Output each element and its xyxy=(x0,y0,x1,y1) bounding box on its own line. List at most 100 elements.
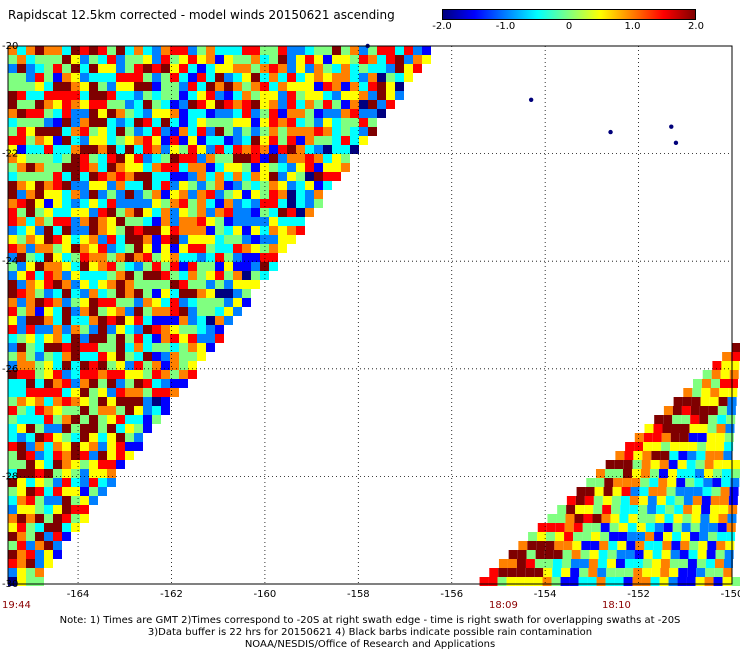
swath-cell xyxy=(278,118,287,127)
swath-cell xyxy=(206,280,215,289)
swath-cell xyxy=(107,361,116,370)
swath-cell xyxy=(242,244,251,253)
swath-cell xyxy=(625,442,635,451)
swath-cell xyxy=(718,514,728,523)
swath-cell xyxy=(179,289,188,298)
swath-cell xyxy=(278,82,287,91)
swath-cell xyxy=(206,145,215,154)
swath-cell xyxy=(593,505,603,514)
swath-cell xyxy=(98,379,107,388)
swath-cell xyxy=(152,406,161,415)
swath-cell xyxy=(8,91,17,100)
swath-cell xyxy=(17,514,26,523)
swath-cell xyxy=(44,343,53,352)
swath-cell xyxy=(179,172,188,181)
swath-cell xyxy=(134,73,143,82)
swath-cell xyxy=(62,82,71,91)
swath-cell xyxy=(600,523,610,532)
swath-cell xyxy=(116,298,125,307)
swath-cell xyxy=(642,568,652,577)
swath-cell xyxy=(287,145,296,154)
swath-cell xyxy=(98,307,107,316)
swath-cell xyxy=(71,451,80,460)
swath-cell xyxy=(598,550,608,559)
swath-cell xyxy=(596,577,606,586)
swath-cell xyxy=(233,82,242,91)
swath-cell xyxy=(125,352,134,361)
swath-cell xyxy=(89,370,98,379)
swath-cell xyxy=(107,325,116,334)
swath-cell xyxy=(8,100,17,109)
swath-cell xyxy=(671,541,681,550)
swath-cell xyxy=(706,442,716,451)
swath-cell xyxy=(697,433,707,442)
swath-cell xyxy=(215,136,224,145)
swath-cell xyxy=(224,109,233,118)
swath-cell xyxy=(161,55,170,64)
swath-cell xyxy=(720,370,730,379)
swath-cell xyxy=(197,109,206,118)
swath-cell xyxy=(44,298,53,307)
swath-cell xyxy=(688,442,698,451)
swath-cell xyxy=(197,316,206,325)
swath-cell xyxy=(690,406,700,415)
swath-cell xyxy=(116,280,125,289)
swath-cell xyxy=(8,559,17,568)
swath-cell xyxy=(323,109,332,118)
swath-cell xyxy=(17,424,26,433)
swath-cell xyxy=(143,163,152,172)
swath-cell xyxy=(143,91,152,100)
swath-cell xyxy=(715,550,725,559)
swath-cell xyxy=(134,442,143,451)
swath-cell xyxy=(206,208,215,217)
swath-cell xyxy=(8,469,17,478)
swath-cell xyxy=(98,55,107,64)
swath-cell xyxy=(53,388,62,397)
swath-cell xyxy=(80,325,89,334)
swath-cell xyxy=(80,244,89,253)
footer-credit: NOAA/NESDIS/Office of Research and Appli… xyxy=(244,639,496,650)
swath-cell xyxy=(35,82,44,91)
swath-cell xyxy=(188,91,197,100)
swath-cell xyxy=(89,145,98,154)
swath-cell xyxy=(251,109,260,118)
swath-cell xyxy=(260,82,269,91)
swath-cell xyxy=(170,100,179,109)
swath-cell xyxy=(35,199,44,208)
swath-cell xyxy=(350,127,359,136)
swath-cell xyxy=(698,424,708,433)
swath-cell xyxy=(233,109,242,118)
swath-cell xyxy=(26,397,35,406)
swath-cell xyxy=(17,568,26,577)
swath-cell xyxy=(107,334,116,343)
swath-cell xyxy=(152,343,161,352)
swath-cell xyxy=(161,226,170,235)
swath-cell xyxy=(658,478,668,487)
swath-cell xyxy=(242,298,251,307)
swath-cell xyxy=(197,253,206,262)
swath-cell xyxy=(71,424,80,433)
swath-cell xyxy=(233,91,242,100)
swath-cell xyxy=(350,46,359,55)
swath-cell xyxy=(681,523,691,532)
swath-cell xyxy=(161,145,170,154)
swath-cell xyxy=(152,226,161,235)
swath-cell xyxy=(80,487,89,496)
swath-cell xyxy=(542,577,552,586)
swath-cell xyxy=(80,208,89,217)
swath-cell xyxy=(730,361,740,370)
colorbar-tick-label: 0 xyxy=(565,21,573,32)
swath-cell xyxy=(179,199,188,208)
swath-cell xyxy=(696,559,706,568)
swath-cell xyxy=(693,487,703,496)
swath-cell xyxy=(305,100,314,109)
swath-cell xyxy=(62,487,71,496)
swath-cell xyxy=(660,559,670,568)
swath-cell xyxy=(134,298,143,307)
swath-cell xyxy=(17,451,26,460)
swath-cell xyxy=(296,208,305,217)
swath-cell xyxy=(350,55,359,64)
swath-cell xyxy=(26,532,35,541)
island-shape xyxy=(673,140,679,146)
swath-cell xyxy=(143,379,152,388)
